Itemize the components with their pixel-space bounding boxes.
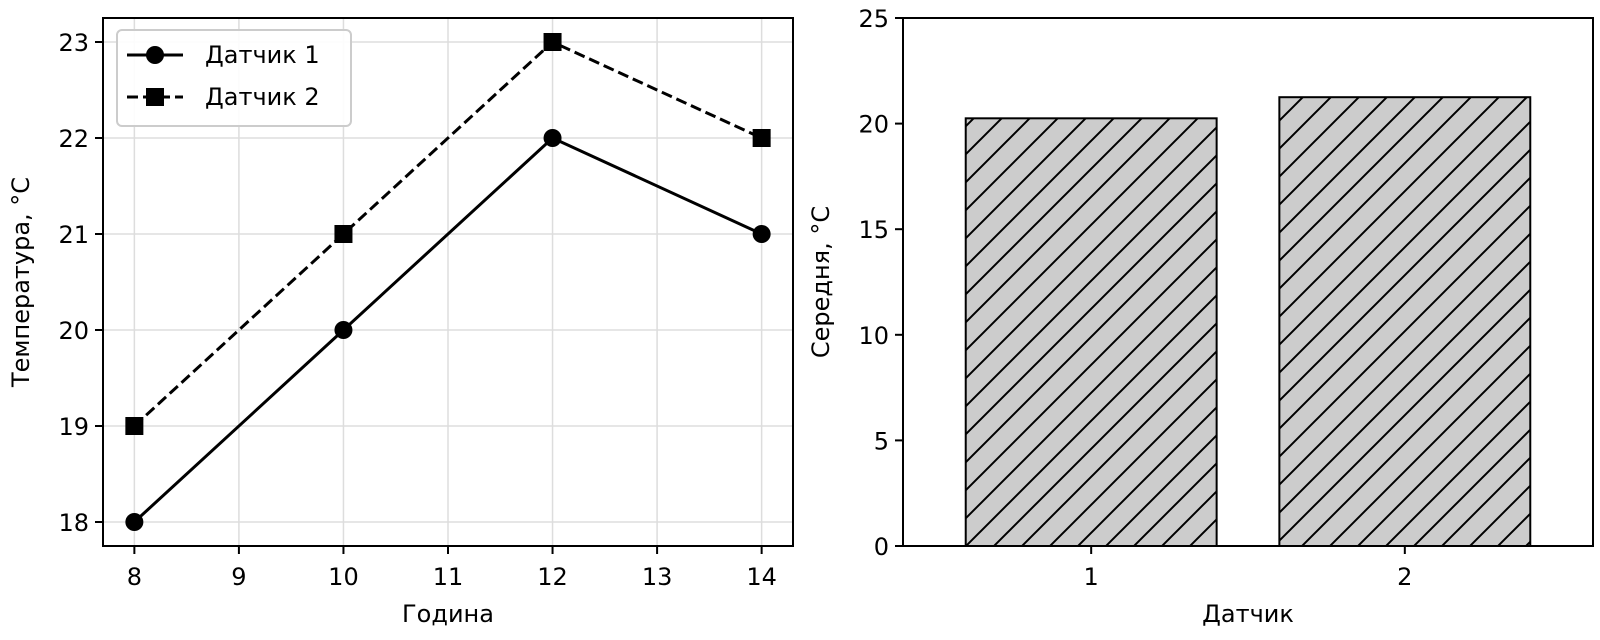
bar-chart-x-axis-label: Датчик bbox=[1202, 600, 1294, 628]
y-tick-label: 10 bbox=[858, 322, 889, 350]
series-2-line bbox=[133, 40, 763, 428]
bar-chart-y-ticks: 0 5 10 15 20 25 bbox=[858, 5, 903, 561]
series-1-line bbox=[133, 136, 763, 524]
x-tick-label: 14 bbox=[746, 563, 777, 591]
x-tick-label: 1 bbox=[1084, 563, 1099, 591]
bar-chart-frame bbox=[902, 17, 1594, 547]
line-chart-y-ticks: 18 19 20 21 22 23 bbox=[58, 29, 103, 537]
y-tick-label: 19 bbox=[58, 413, 89, 441]
x-tick-label: 12 bbox=[537, 563, 568, 591]
bar-1 bbox=[964, 117, 1218, 547]
x-tick-label: 10 bbox=[328, 563, 359, 591]
x-tick-label: 8 bbox=[127, 563, 142, 591]
series-2-point bbox=[543, 33, 562, 51]
y-tick-label: 20 bbox=[58, 317, 89, 345]
y-tick-label: 20 bbox=[858, 111, 889, 139]
series-1-point bbox=[334, 321, 353, 339]
x-tick-label: 9 bbox=[231, 563, 246, 591]
y-tick-label: 22 bbox=[58, 125, 89, 153]
x-tick-label: 11 bbox=[433, 563, 464, 591]
y-tick-label: 21 bbox=[58, 221, 89, 249]
legend-label-series-1: Датчик 1 bbox=[205, 41, 320, 69]
y-tick-label: 5 bbox=[874, 427, 889, 455]
y-tick-label: 15 bbox=[858, 216, 889, 244]
bar-chart-y-axis-label: Середня, °C bbox=[807, 206, 835, 358]
line-chart-x-ticks: 8 9 10 11 12 13 14 bbox=[127, 546, 777, 591]
series-1-point bbox=[125, 513, 144, 531]
line-chart-y-axis-label: Температура, °C bbox=[7, 177, 35, 388]
legend-marker-series-1 bbox=[146, 46, 164, 64]
bar-chart-bars bbox=[964, 96, 1532, 547]
legend-entry-series-1: Датчик 1 bbox=[127, 41, 320, 69]
series-1-point bbox=[543, 129, 562, 147]
legend-entry-series-2: Датчик 2 bbox=[127, 83, 320, 111]
y-tick-label: 23 bbox=[58, 29, 89, 57]
line-chart-x-axis-label: Година bbox=[402, 600, 494, 628]
series-2-point bbox=[752, 129, 771, 147]
y-tick-label: 18 bbox=[58, 509, 89, 537]
series-2-point bbox=[125, 417, 144, 435]
legend-label-series-2: Датчик 2 bbox=[205, 83, 320, 111]
y-tick-label: 25 bbox=[858, 5, 889, 33]
series-2-point bbox=[334, 225, 353, 243]
x-tick-label: 2 bbox=[1397, 563, 1412, 591]
legend-marker-series-2 bbox=[146, 88, 164, 106]
series-1-point bbox=[752, 225, 771, 243]
line-chart: 8 9 10 11 12 13 14 18 19 20 21 22 23 Година Темпера… bbox=[7, 17, 794, 628]
bar-2 bbox=[1278, 96, 1532, 547]
line-chart-legend: Датчик 1 Датчик 2 bbox=[116, 29, 352, 127]
line-chart-series bbox=[125, 33, 771, 531]
x-tick-label: 13 bbox=[642, 563, 673, 591]
y-tick-label: 0 bbox=[874, 533, 889, 561]
